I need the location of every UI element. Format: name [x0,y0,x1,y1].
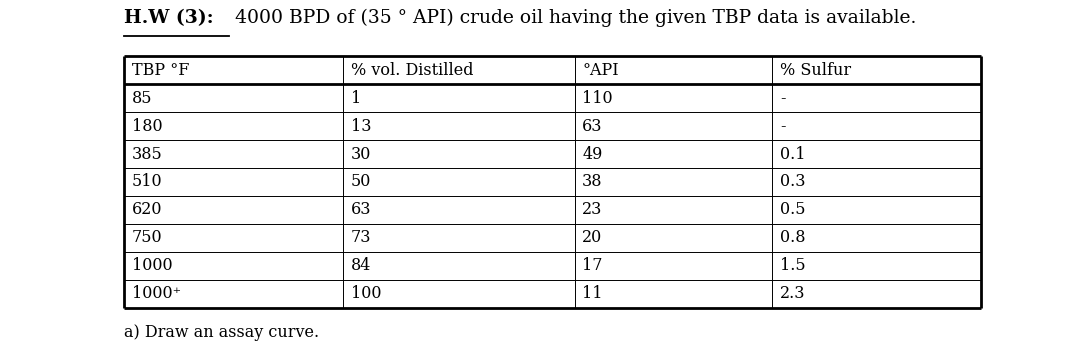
Text: 23: 23 [582,201,603,218]
Text: % vol. Distilled: % vol. Distilled [351,62,473,79]
Text: 750: 750 [132,229,162,246]
Text: 50: 50 [351,174,372,190]
Text: 11: 11 [582,285,603,302]
Text: 385: 385 [132,146,162,163]
Text: 63: 63 [582,118,603,135]
Text: TBP °F: TBP °F [132,62,189,79]
Text: 0.3: 0.3 [780,174,806,190]
Text: 510: 510 [132,174,162,190]
Text: 0.8: 0.8 [780,229,806,246]
Text: H.W (3):: H.W (3): [124,9,214,27]
Text: 1.5: 1.5 [780,257,806,274]
Text: 100: 100 [351,285,381,302]
Text: 85: 85 [132,90,152,107]
Text: 2.3: 2.3 [780,285,806,302]
Text: 620: 620 [132,201,162,218]
Text: 0.5: 0.5 [780,201,806,218]
Text: 1000⁺: 1000⁺ [132,285,180,302]
Text: -: - [780,118,785,135]
Text: 180: 180 [132,118,162,135]
Text: 110: 110 [582,90,612,107]
Text: % Sulfur: % Sulfur [780,62,851,79]
Text: 30: 30 [351,146,372,163]
Text: °API: °API [582,62,619,79]
Text: 4000 BPD of (35 ° API) crude oil having the given TBP data is available.: 4000 BPD of (35 ° API) crude oil having … [229,9,916,27]
Text: 1: 1 [351,90,361,107]
Text: -: - [780,90,785,107]
Text: 73: 73 [351,229,372,246]
Text: 13: 13 [351,118,372,135]
Text: 49: 49 [582,146,603,163]
Text: 38: 38 [582,174,603,190]
Text: 17: 17 [582,257,603,274]
Text: 20: 20 [582,229,603,246]
Text: 1000: 1000 [132,257,173,274]
Text: 63: 63 [351,201,372,218]
Text: 84: 84 [351,257,372,274]
Text: a) Draw an assay curve.: a) Draw an assay curve. [124,324,320,341]
Text: 0.1: 0.1 [780,146,806,163]
